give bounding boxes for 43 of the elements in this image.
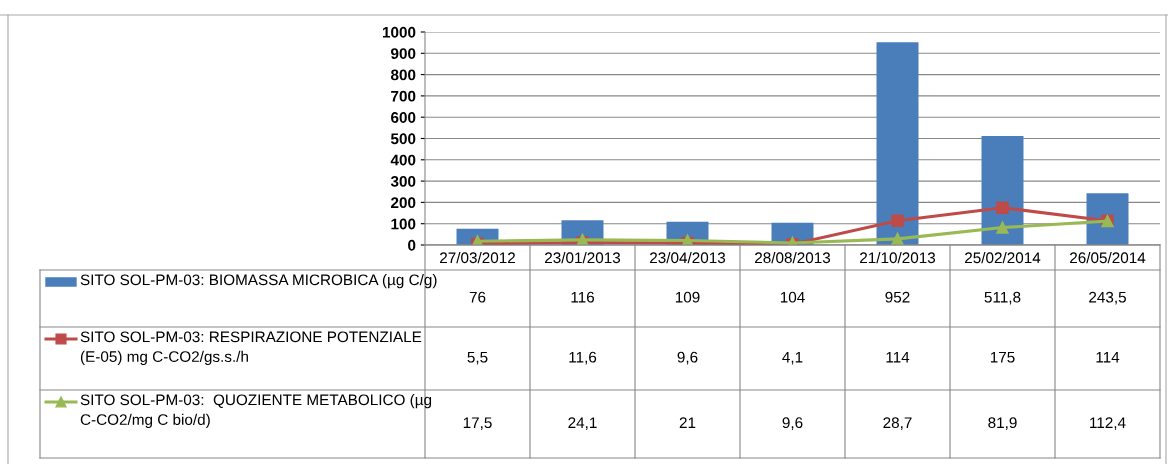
x-tick-label: 27/03/2012 — [440, 251, 515, 264]
legend-label: SITO SOL-PM-03: QUOZIENTE METABOLICO (µg C-CO2/mg C bio/d) — [80, 394, 432, 429]
data-label: 17,5 — [463, 417, 492, 430]
y-tick-label: 500 — [390, 133, 416, 145]
data-label: 112,4 — [1090, 417, 1126, 430]
data-label: 4,1 — [782, 351, 803, 365]
y-tick-label: 700 — [391, 90, 416, 102]
data-label: 116 — [571, 291, 595, 303]
y-tick-label: 200 — [391, 197, 416, 209]
y-tick-label: 0 — [408, 239, 416, 251]
data-label: 104 — [780, 291, 805, 303]
data-label: 243,5 — [1089, 291, 1126, 305]
y-tick-label: 100 — [391, 218, 416, 230]
data-label: 28,7 — [883, 417, 912, 430]
data-label: 952 — [885, 291, 910, 303]
data-label: 114 — [1096, 351, 1120, 363]
x-tick-label: 28/08/2013 — [755, 251, 831, 264]
data-label: 109 — [675, 291, 700, 303]
data-label: 24,1 — [568, 417, 597, 430]
y-tick-label: 400 — [390, 154, 416, 166]
legend-label: SITO SOL-PM-03: BIOMASSA MICROBICA (µg C/g) — [80, 274, 437, 289]
data-label: 175 — [990, 351, 1015, 363]
y-tick-label: 800 — [390, 69, 416, 81]
data-label: 76 — [469, 291, 486, 303]
y-tick-label: 900 — [391, 48, 416, 59]
x-tick-label: 23/01/2013 — [545, 251, 621, 264]
x-tick-label: 21/10/2013 — [860, 251, 936, 264]
data-label: 114 — [886, 351, 910, 363]
y-tick-label: 1000 — [382, 26, 416, 38]
x-tick-label: 23/04/2013 — [650, 251, 726, 264]
data-label: 81,9 — [988, 417, 1017, 430]
y-tick-label: 300 — [390, 175, 416, 187]
x-tick-label: 25/02/2014 — [965, 251, 1041, 264]
bar — [876, 42, 919, 245]
y-tick-label: 600 — [391, 112, 416, 123]
data-label: 511,8 — [984, 291, 1021, 305]
data-label: 9,6 — [677, 351, 698, 365]
x-tick-label: 26/05/2014 — [1070, 251, 1146, 264]
legend-label: SITO SOL-PM-03: RESPIRAZIONE POTENZIALE (E-05) mg C-CO2/gs.s./h — [80, 331, 422, 366]
data-label: 9,6 — [782, 417, 803, 430]
data-label: 21 — [679, 417, 696, 428]
data-label: 5,5 — [467, 351, 488, 365]
data-label: 11,6 — [569, 351, 597, 365]
